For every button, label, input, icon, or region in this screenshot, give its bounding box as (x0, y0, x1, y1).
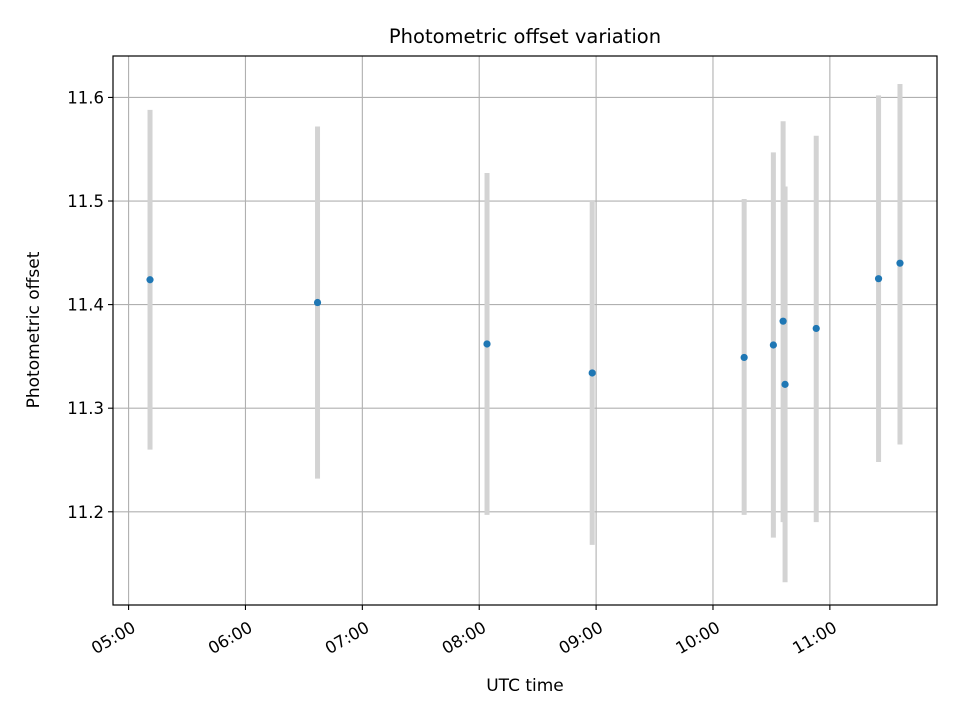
data-point (588, 369, 596, 377)
data-point (779, 317, 787, 325)
y-tick-label: 11.2 (67, 503, 104, 522)
y-tick-label: 11.3 (67, 399, 104, 418)
plot-frame (112, 55, 938, 606)
data-point (874, 275, 883, 283)
y-axis-ticks: 11.2 11.3 11.4 11.5 11.6 (67, 88, 113, 522)
data-point (313, 298, 322, 307)
chart-title: Photometric offset variation (389, 25, 661, 48)
y-tick-label: 11.5 (67, 192, 104, 211)
grid (113, 56, 937, 605)
y-axis-label: Photometric offset (24, 251, 44, 408)
y-tick-label: 11.6 (67, 88, 104, 107)
data-point (896, 259, 904, 267)
data-point (740, 353, 748, 362)
data-point (146, 276, 154, 284)
data-point (781, 380, 789, 388)
data-point (483, 340, 491, 348)
data-point (812, 324, 820, 333)
data-points (146, 259, 904, 388)
x-axis-label: UTC time (486, 676, 564, 696)
data-point (769, 341, 777, 349)
plot-area-background (113, 56, 937, 605)
y-tick-label: 11.4 (67, 296, 104, 315)
